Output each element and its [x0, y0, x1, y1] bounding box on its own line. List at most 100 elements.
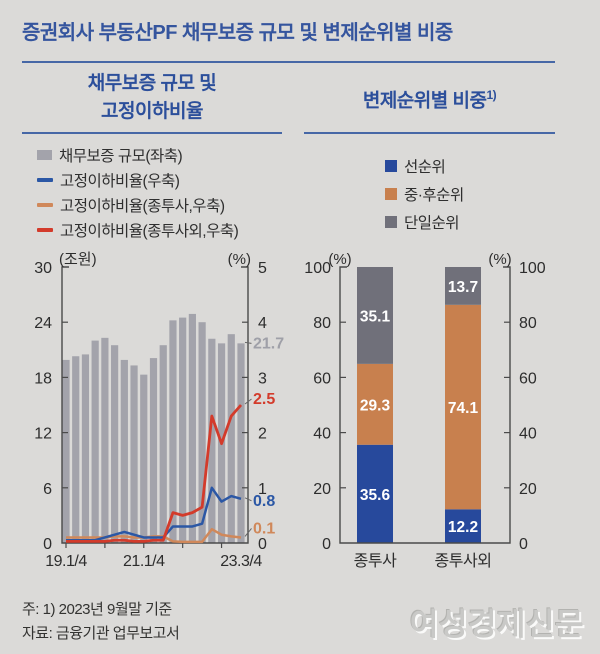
legend-item-single: 단일순위 — [385, 208, 464, 236]
right-chart-stacked-bar: 35.6 29.3 35.1 종투사 12.2 74.1 13.7 종투사외 100 100 80 8… — [304, 251, 546, 570]
svg-text:100: 100 — [519, 260, 546, 277]
guarantee-bar — [208, 338, 216, 543]
axis-frame — [339, 266, 511, 544]
category-label: 종투사외 — [435, 552, 492, 570]
orange-square-swatch — [385, 188, 397, 200]
svg-text:80: 80 — [313, 315, 331, 332]
svg-text:100: 100 — [304, 260, 331, 277]
svg-text:3: 3 — [258, 370, 267, 387]
guarantee-bar — [149, 358, 158, 543]
legend-label: 단일순위 — [404, 215, 460, 232]
legend-label: 고정이하비율(종투사,우축) — [60, 197, 225, 215]
right-chart-legend: 선순위 중·후순위 단일순위 — [385, 152, 464, 236]
orange-line-swatch — [37, 202, 53, 207]
footnote: 주: 1) 2023년 9월말 기준 — [22, 601, 172, 618]
legend-item-senior: 선순위 — [385, 152, 464, 180]
guarantee-bar — [198, 322, 206, 543]
stack-segment — [357, 444, 393, 543]
left-chart-legend: 채무보증 규모(좌축) 고정이하비율(우축) 고정이하비율(종투사,우축) 고정… — [37, 142, 239, 242]
svg-text:40: 40 — [313, 426, 331, 443]
stack-segment — [445, 304, 481, 510]
left-chart-bar-line: 30 24 18 12 6 0 5 4 3 2 1 0 (조원) (%) 19.1/4 21.1/4 23.3/… — [34, 251, 284, 570]
right-header-underline — [304, 132, 555, 134]
guarantee-bar — [72, 356, 80, 543]
legend-label: 채무보증 규모(좌축) — [59, 147, 183, 165]
segment-value-label: 35.1 — [360, 308, 391, 325]
right-axis-unit: (%) — [488, 251, 511, 268]
stack-segment — [357, 363, 393, 445]
guarantee-bar — [237, 343, 245, 543]
category-label: 종투사 — [354, 552, 397, 570]
right-axis-unit: (%) — [228, 251, 251, 268]
annotation-0.1: 0.1 — [253, 520, 275, 537]
page-title: 증권회사 부동산PF 채무보증 규모 및 변제순위별 비중 — [22, 22, 453, 44]
left-axis-unit: (%) — [328, 251, 351, 268]
legend-label: 고정이하비율(우축) — [60, 172, 180, 190]
gray-square-swatch — [385, 216, 397, 228]
legend-label: 중·후순위 — [404, 187, 464, 204]
stack-segment — [445, 509, 481, 543]
svg-text:60: 60 — [313, 370, 331, 387]
guarantee-bar — [111, 345, 119, 543]
svg-text:5: 5 — [258, 260, 267, 277]
right-panel-header-text: 변제순위별 비중1) — [362, 87, 497, 112]
guarantee-bar — [120, 359, 128, 543]
right-panel-header: 변제순위별 비중1) — [304, 66, 555, 130]
svg-text:0: 0 — [322, 536, 331, 553]
legend-item-npl-jongtusa-oe: 고정이하비율(종투사외,우축) — [37, 217, 239, 242]
svg-text:23.3/4: 23.3/4 — [220, 553, 262, 570]
svg-text:2: 2 — [258, 426, 267, 443]
svg-text:0: 0 — [258, 536, 267, 553]
guarantee-bar — [169, 320, 177, 543]
footnote-marker: 1) — [486, 87, 497, 102]
annotation-2.5: 2.5 — [253, 391, 275, 408]
legend-label: 고정이하비율(종투사외,우축) — [60, 222, 239, 240]
svg-text:0: 0 — [519, 536, 528, 553]
segment-value-label: 12.2 — [448, 519, 478, 536]
left-header-underline — [22, 132, 282, 134]
left-axis-unit: (조원) — [59, 251, 97, 268]
svg-text:21.1/4: 21.1/4 — [123, 553, 165, 570]
guarantee-bar — [81, 354, 90, 543]
watermark-logo: 여성경제신문 — [409, 607, 584, 642]
stack-segment — [445, 267, 481, 305]
legend-item-guarantee: 채무보증 규모(좌축) — [37, 142, 238, 167]
legend-label: 선순위 — [404, 159, 446, 176]
guarantee-bar — [101, 337, 109, 543]
svg-text:4: 4 — [258, 315, 267, 332]
segment-value-label: 35.6 — [360, 487, 391, 504]
svg-text:60: 60 — [519, 370, 537, 387]
annotation-21.7: 21.7 — [253, 335, 284, 352]
guarantee-bar — [159, 345, 167, 543]
svg-text:24: 24 — [34, 315, 52, 332]
legend-item-npl-jongtusa: 고정이하비율(종투사,우축) — [37, 192, 238, 217]
guarantee-bar — [62, 359, 70, 543]
svg-text:1: 1 — [258, 481, 267, 498]
left-panel-header: 채무보증 규모 및 고정이하비율 — [22, 66, 282, 130]
guarantee-bar — [130, 365, 138, 543]
guarantee-bar — [227, 334, 235, 543]
svg-text:40: 40 — [519, 426, 537, 443]
legend-item-npl-total: 고정이하비율(우축) — [37, 167, 238, 192]
top-divider — [22, 61, 555, 63]
svg-text:18: 18 — [34, 370, 52, 387]
blue-line-swatch — [37, 177, 53, 182]
blue-square-swatch — [385, 160, 397, 172]
gray-bar-swatch — [37, 149, 52, 160]
svg-text:6: 6 — [43, 481, 52, 498]
red-line-swatch — [37, 227, 53, 232]
axis-frame — [61, 266, 249, 544]
line-jongtusa-oe — [66, 404, 243, 543]
segment-value-label: 13.7 — [448, 279, 478, 296]
svg-text:0: 0 — [43, 536, 52, 553]
segment-value-label: 29.3 — [360, 397, 391, 414]
left-panel-header-line1: 채무보증 규모 및 — [87, 73, 217, 94]
svg-text:19.1/4: 19.1/4 — [45, 553, 87, 570]
svg-text:30: 30 — [34, 260, 52, 277]
stack-segment — [357, 267, 393, 364]
svg-text:20: 20 — [313, 481, 331, 498]
svg-text:20: 20 — [519, 481, 537, 498]
guarantee-bar — [188, 313, 196, 543]
annotation-0.8: 0.8 — [253, 493, 275, 510]
legend-item-mezzanine: 중·후순위 — [385, 180, 464, 208]
